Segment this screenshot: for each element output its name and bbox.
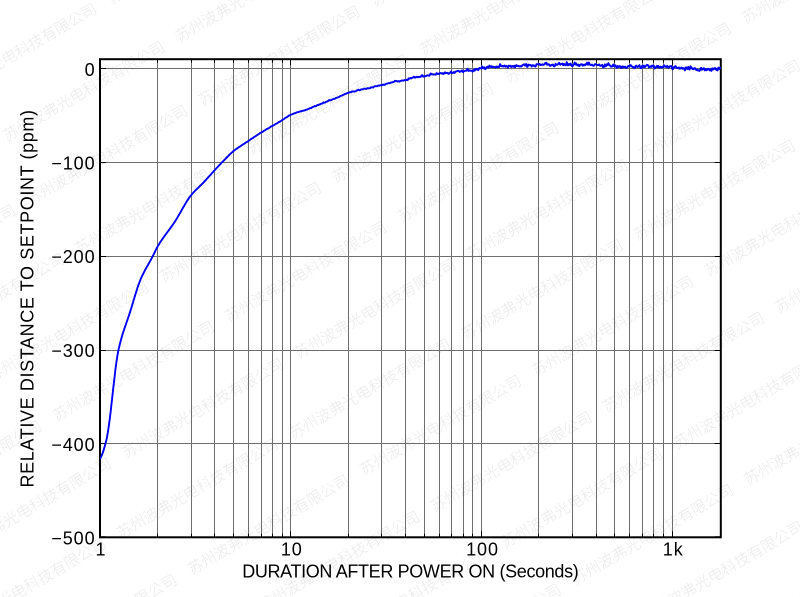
svg-text:DURATION AFTER POWER ON (Secon: DURATION AFTER POWER ON (Seconds): [242, 561, 578, 581]
svg-text:0: 0: [85, 60, 96, 80]
svg-text:−400: −400: [51, 435, 95, 455]
svg-text:−200: −200: [51, 247, 95, 267]
svg-text:1k: 1k: [663, 540, 684, 560]
svg-text:100: 100: [466, 540, 499, 560]
svg-text:−100: −100: [51, 154, 95, 174]
svg-text:RELATIVE DISTANCE TO SETPOINT: RELATIVE DISTANCE TO SETPOINT (ppm): [18, 109, 38, 487]
svg-text:−500: −500: [51, 529, 95, 549]
svg-text:−300: −300: [51, 341, 95, 361]
svg-text:1: 1: [96, 540, 107, 560]
svg-text:10: 10: [281, 540, 303, 560]
